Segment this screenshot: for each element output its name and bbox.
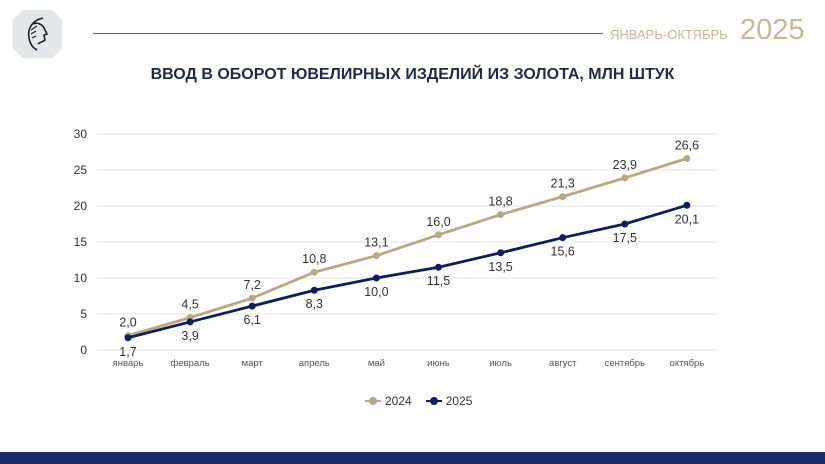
data-label: 10,8 <box>302 252 326 266</box>
y-tick-label: 5 <box>80 307 87 321</box>
legend-item-2024: 2024 <box>365 394 412 408</box>
y-tick-label: 15 <box>74 235 88 249</box>
data-label: 26,6 <box>675 138 699 152</box>
footer-bar <box>0 452 825 464</box>
data-label: 20,1 <box>675 212 699 226</box>
x-tick-label: январь <box>113 358 144 369</box>
data-point <box>248 294 256 302</box>
data-label: 6,1 <box>244 313 261 327</box>
series-line-2024 <box>127 157 688 337</box>
x-tick-label: июль <box>489 358 512 369</box>
y-tick-label: 0 <box>80 343 87 357</box>
legend-item-2025: 2025 <box>425 394 473 408</box>
x-tick-label: февраль <box>170 358 209 369</box>
x-tick-label: март <box>242 358 264 369</box>
x-tick-label: август <box>549 358 577 369</box>
data-label: 11,5 <box>427 274 450 288</box>
data-point <box>248 302 256 310</box>
data-label: 4,5 <box>181 298 198 312</box>
series-line-2025 <box>127 203 688 340</box>
data-label: 7,2 <box>244 278 261 292</box>
data-point <box>683 154 691 162</box>
data-label: 1,7 <box>119 345 136 359</box>
data-point <box>435 263 442 271</box>
data-label: 8,3 <box>306 297 323 311</box>
data-point <box>124 334 132 342</box>
x-tick-label: июнь <box>427 358 450 369</box>
data-label: 15,6 <box>551 245 575 259</box>
data-label: 13,1 <box>364 236 388 250</box>
data-point <box>683 201 691 209</box>
data-point <box>497 249 505 257</box>
data-point <box>621 220 629 228</box>
data-point <box>310 286 318 294</box>
data-label: 3,9 <box>181 329 198 343</box>
period-label: ЯНВАРЬ-ОКТЯБРЬ <box>610 27 728 42</box>
x-tick-label: октябрь <box>670 358 705 369</box>
data-point <box>435 231 442 239</box>
data-label: 13,5 <box>488 260 512 274</box>
logo <box>13 10 62 58</box>
data-label: 2,0 <box>119 316 136 330</box>
data-point <box>186 318 194 326</box>
legend-marker-2024 <box>365 397 381 405</box>
data-point <box>372 274 380 282</box>
data-point <box>497 211 505 219</box>
data-point <box>559 234 567 242</box>
legend-label: 2025 <box>445 394 473 408</box>
chart-title: ВВОД В ОБОРОТ ЮВЕЛИРНЫХ ИЗДЕЛИЙ ИЗ ЗОЛОТ… <box>150 66 675 83</box>
y-tick-label: 25 <box>74 163 88 177</box>
data-label: 16,0 <box>426 215 450 229</box>
x-tick-label: май <box>368 358 385 369</box>
y-tick-label: 20 <box>74 199 88 213</box>
data-point <box>559 193 567 201</box>
data-label: 18,8 <box>488 195 512 209</box>
data-point <box>621 174 629 182</box>
data-label: 23,9 <box>613 158 637 172</box>
legend-label: 2024 <box>385 394 412 408</box>
y-tick-label: 30 <box>74 127 88 141</box>
header-rule <box>93 33 603 34</box>
x-tick-label: сентябрь <box>605 358 645 369</box>
year-label: 2025 <box>740 14 805 46</box>
legend-marker-2025 <box>425 397 442 405</box>
data-label: 17,5 <box>613 231 637 245</box>
y-tick-label: 10 <box>74 271 88 285</box>
legend: 2024 2025 <box>365 394 472 408</box>
data-label: 21,3 <box>551 177 575 191</box>
data-point <box>310 268 318 276</box>
data-label: 10,0 <box>364 285 388 299</box>
data-point <box>372 252 380 260</box>
profile-head-logo-icon <box>27 17 48 51</box>
x-tick-label: апрель <box>299 358 330 369</box>
